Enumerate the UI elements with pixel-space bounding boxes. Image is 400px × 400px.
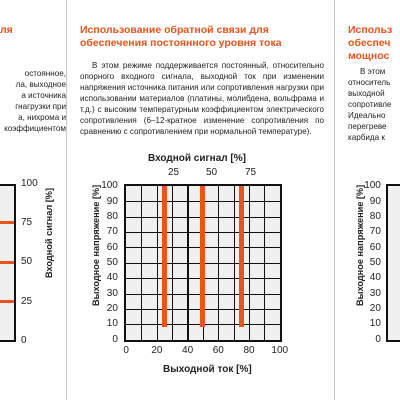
left-right-tick: 100	[21, 178, 38, 189]
left-plot-level-50	[0, 261, 14, 264]
left-plot-level-75	[0, 221, 14, 224]
right-text-line: сопротивле	[348, 100, 392, 109]
left-right-tick: 50	[21, 256, 33, 267]
right-left-tick: 60	[369, 241, 381, 253]
right-left-tick: 100	[364, 180, 381, 192]
center-left-tick: 70	[106, 226, 118, 238]
center-grid-vline	[233, 186, 235, 340]
center-grid-vline	[218, 186, 220, 340]
column-divider-left	[66, 0, 67, 400]
left-plot-level-25	[0, 300, 14, 303]
right-panel: Использ обеспеч мощнос В этом относитель…	[340, 0, 400, 400]
left-right-tick: 0	[21, 335, 27, 346]
center-bottom-tick: 100	[271, 345, 289, 356]
right-text-line: перегреве	[348, 122, 387, 131]
left-text-line: остоянное,	[24, 69, 66, 78]
left-right-axis-label: Входной сигнал [%]	[44, 188, 54, 278]
center-top-tick-75: 75	[245, 167, 257, 178]
center-grid-vline	[248, 186, 251, 340]
center-left-tick: 30	[106, 287, 118, 299]
center-panel-body: В этом режиме поддерживается постоянный,…	[80, 61, 324, 136]
right-left-tick: 50	[369, 257, 381, 268]
left-text-line: коэффициентом	[4, 124, 66, 133]
column-divider-right	[334, 0, 335, 400]
center-left-tick: 20	[106, 303, 118, 315]
center-left-tick: 60	[106, 241, 118, 253]
center-panel-title: Использование обратной связи для обеспеч…	[80, 24, 282, 49]
right-text-line: карбида к	[348, 133, 385, 142]
right-left-tick: 80	[369, 210, 381, 222]
right-title-line: обеспеч	[348, 37, 391, 49]
right-text-line: Идеально	[348, 111, 386, 120]
right-left-tick: 10	[369, 318, 381, 330]
right-left-axis-label: Выходное напряжение [%]	[355, 184, 365, 306]
left-right-tick: 25	[21, 296, 33, 307]
right-text-line: относитель	[348, 78, 391, 87]
center-bottom-tick: 80	[243, 345, 255, 356]
center-bottom-tick: 20	[151, 345, 163, 356]
center-current-bar-75	[238, 186, 244, 328]
right-left-tick: 0	[375, 333, 381, 345]
center-left-tick: 50	[106, 257, 118, 268]
center-grid-vline	[264, 186, 266, 340]
center-current-bar-25	[161, 186, 167, 328]
left-right-tick: 75	[21, 217, 33, 228]
left-text-line: а источника	[21, 91, 66, 100]
left-panel: ля остоянное, ла, выходное а источника г…	[0, 0, 66, 400]
center-left-tick: 100	[101, 180, 118, 192]
center-top-tick-25: 25	[168, 167, 180, 178]
right-left-tick: 30	[369, 287, 381, 299]
center-left-tick: 0	[112, 333, 118, 345]
right-text-line: выходной	[348, 89, 385, 98]
center-bottom-tick: 60	[212, 345, 224, 356]
right-left-tick: 40	[369, 272, 381, 284]
center-left-tick: 80	[106, 210, 118, 222]
left-text-line: гнагрузки при	[15, 102, 66, 111]
left-panel-title: ля	[0, 24, 13, 36]
right-left-tick: 70	[369, 226, 381, 238]
center-left-tick: 10	[106, 318, 118, 330]
center-bottom-axis-label: Выходной ток [%]	[163, 364, 252, 375]
center-bottom-tick: 40	[182, 345, 194, 356]
center-bottom-tick: 0	[123, 345, 129, 356]
right-plot-frame	[386, 184, 400, 342]
center-left-tick: 90	[106, 195, 118, 207]
center-plot	[124, 184, 282, 342]
right-left-tick: 20	[369, 303, 381, 315]
left-text-line: а, нихрома и	[18, 113, 66, 122]
center-top-tick-50: 50	[206, 167, 218, 178]
center-left-tick: 40	[106, 272, 118, 284]
right-left-tick: 90	[369, 195, 381, 207]
right-text-line: В этом	[360, 67, 386, 76]
center-top-axis-label: Входной сигнал [%]	[148, 153, 246, 164]
left-text-line: ла, выходное	[15, 80, 66, 89]
right-title-line: мощнос	[348, 50, 390, 62]
right-title-line: Использ	[348, 24, 393, 36]
center-left-axis-label: Выходное напряжение [%]	[91, 184, 101, 306]
center-current-bar-50	[200, 186, 206, 328]
